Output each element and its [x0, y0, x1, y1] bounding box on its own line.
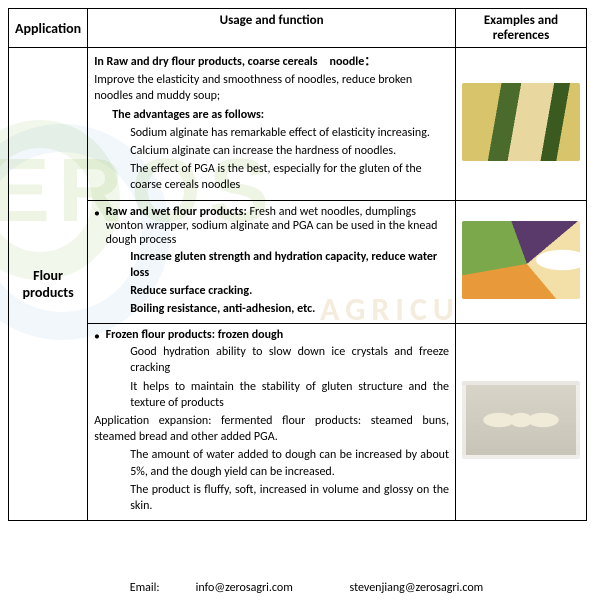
footer-email-2: stevenjiang@zerosagri.com	[350, 581, 484, 595]
row1-adv-0: Sodium alginate has remarkable effect of…	[130, 125, 449, 141]
row1-adv-head: The advantages are as follows:	[112, 107, 449, 123]
noodle-bundles-image	[462, 83, 580, 161]
row3-expansion: Application expansion: fermented flour p…	[94, 413, 449, 445]
row3-p1-0: Good hydration ability to slow down ice …	[130, 344, 449, 376]
header-examples: Examples and references	[456, 9, 587, 48]
row1-title: In Raw and dry flour products, coarse ce…	[94, 55, 376, 69]
row2-title: Raw and wet flour products:	[106, 205, 247, 219]
colored-noodles-image	[462, 221, 580, 299]
table-row: Frozen flour products: frozen dough Good…	[9, 324, 587, 521]
example-cell-1	[456, 48, 587, 201]
row1-adv-2: The effect of PGA is the best, especiall…	[130, 161, 449, 193]
usage-cell-1: In Raw and dry flour products, coarse ce…	[88, 48, 456, 201]
row2-pt-1: Reduce surface cracking.	[130, 283, 449, 299]
header-usage: Usage and function	[88, 9, 456, 48]
usage-cell-2: Raw and wet flour products: Fresh and we…	[88, 200, 456, 324]
row1-intro: Improve the elasticity and smoothness of…	[94, 72, 449, 104]
row3-p2-1: The product is fluffy, soft, increased i…	[130, 482, 449, 514]
example-cell-2	[456, 200, 587, 324]
example-cell-3	[456, 324, 587, 521]
page-footer: Email:info@zerosagri.com stevenjiang@zer…	[8, 581, 587, 595]
table-row: Flour products In Raw and dry flour prod…	[9, 48, 587, 201]
footer-email-1: Email:info@zerosagri.com	[112, 581, 311, 595]
row2-pt-0: Increase gluten strength and hydration c…	[130, 249, 449, 281]
row1-adv-1: Calcium alginate can increase the hardne…	[130, 143, 449, 159]
row3-title: Frozen flour products: frozen dough	[106, 328, 284, 342]
table-header-row: Application Usage and function Examples …	[9, 9, 587, 48]
row3-p2-0: The amount of water added to dough can b…	[130, 447, 449, 479]
product-table: Application Usage and function Examples …	[8, 8, 587, 521]
usage-cell-3: Frozen flour products: frozen dough Good…	[88, 324, 456, 521]
application-cell: Flour products	[9, 48, 88, 521]
row3-p1-1: It helps to maintain the stability of gl…	[130, 379, 449, 411]
row2-pt-2: Boiling resistance, anti-adhesion, etc.	[130, 301, 449, 317]
table-row: Raw and wet flour products: Fresh and we…	[9, 200, 587, 324]
frozen-dumplings-image	[462, 381, 580, 459]
header-application: Application	[9, 9, 88, 48]
